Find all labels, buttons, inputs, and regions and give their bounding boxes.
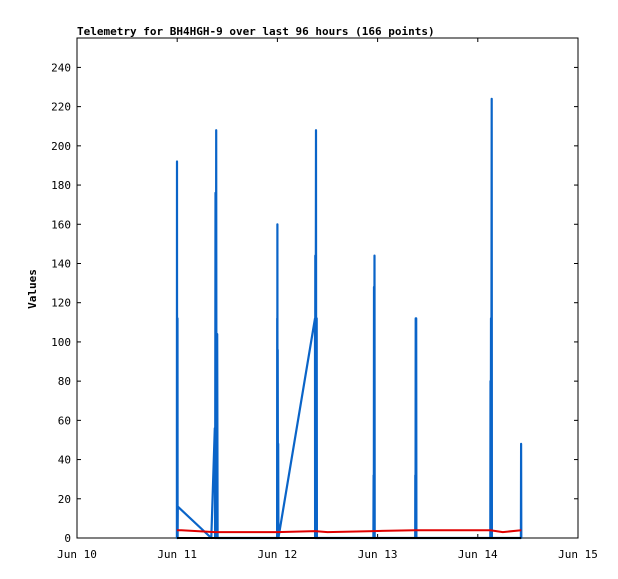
y-tick-label: 140 [51, 257, 71, 270]
y-tick-label: 220 [51, 101, 71, 114]
y-tick-label: 80 [58, 375, 71, 388]
y-tick-label: 20 [58, 493, 71, 506]
chart-title: Telemetry for BH4HGH-9 over last 96 hour… [77, 25, 435, 38]
x-tick-label: Jun 10 [57, 548, 97, 561]
series-layer [175, 97, 523, 540]
plot-area [76, 37, 579, 539]
y-axis-label: Values [26, 269, 39, 309]
y-tick-label: 100 [51, 336, 71, 349]
y-tick-label: 160 [51, 218, 71, 231]
x-tick-label: Jun 15 [558, 548, 598, 561]
y-axis: 0 20 40 60 80 100 120 140 160 180 200 220 240 [51, 61, 578, 545]
y-tick-label: 180 [51, 179, 71, 192]
y-tick-label: 240 [51, 61, 71, 74]
y-tick-label: 0 [64, 532, 71, 545]
y-tick-label: 60 [58, 414, 71, 427]
x-tick-label: Jun 14 [458, 548, 498, 561]
series-line-1 [176, 529, 522, 534]
x-tick-label: Jun 12 [258, 548, 298, 561]
y-tick-label: 120 [51, 297, 71, 310]
x-tick-label: Jun 11 [157, 548, 197, 561]
y-tick-label: 200 [51, 140, 71, 153]
y-tick-label: 40 [58, 454, 71, 467]
x-axis: Jun 10 Jun 11 Jun 12 Jun 13 Jun 14 Jun 15 [57, 38, 598, 561]
x-tick-label: Jun 13 [358, 548, 398, 561]
